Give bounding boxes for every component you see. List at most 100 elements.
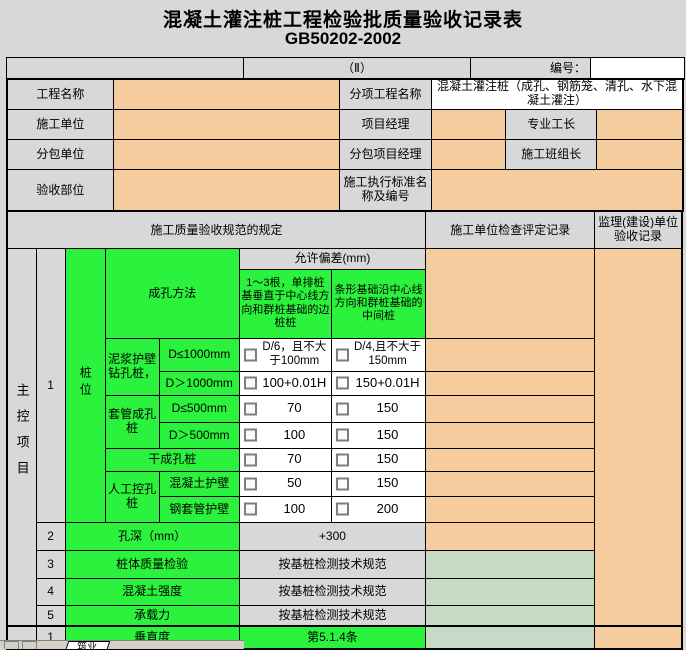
volume-label: （Ⅱ） bbox=[243, 57, 471, 80]
supervisor-record-cell[interactable] bbox=[594, 625, 683, 650]
row-number-1: 1 bbox=[35, 247, 66, 523]
tolerance-value-cell[interactable]: 70 bbox=[238, 447, 332, 472]
contractor-record-cell[interactable] bbox=[425, 337, 596, 372]
checkbox-icon[interactable] bbox=[335, 428, 349, 442]
tolerance-col2-header: 条形基础沿中心线方向和群桩基础的中间桩 bbox=[330, 268, 427, 339]
subproject-name-label: 分项工程名称 bbox=[338, 78, 433, 110]
sheet-nav-button[interactable] bbox=[22, 641, 37, 649]
sub-d-gt-500-label: D＞500mm bbox=[158, 421, 240, 449]
verticality-value: 第5.1.4条 bbox=[238, 625, 427, 650]
tolerance-value-cell[interactable]: 100 bbox=[238, 495, 332, 523]
spec-table: 施工质量验收规范的规定 施工单位检查评定记录 监理(建设)单位验收记录 主控项目… bbox=[6, 210, 683, 650]
hole-depth-value: +300 bbox=[238, 521, 427, 551]
tolerance-value-cell[interactable]: 70 bbox=[238, 394, 332, 423]
standard-code: GB50202-2002 bbox=[284, 29, 402, 48]
contractor-record-cell[interactable] bbox=[425, 394, 596, 423]
tolerance-value-cell[interactable]: 150+0.01H bbox=[330, 370, 427, 396]
tolerance-value-cell[interactable]: 100 bbox=[238, 421, 332, 449]
tolerance-value-cell[interactable]: D/6，且不大于100mm bbox=[238, 337, 332, 372]
execution-standard-label: 施工执行标准名称及编号 bbox=[338, 168, 433, 212]
contractor-record-cell[interactable] bbox=[425, 447, 596, 472]
project-manager-input[interactable] bbox=[431, 108, 507, 140]
category-dry-hole-pile-label: 干成孔桩 bbox=[104, 447, 240, 472]
checkbox-icon[interactable] bbox=[243, 428, 257, 442]
construction-unit-label: 施工单位 bbox=[6, 108, 114, 140]
spec-header-contractor: 施工单位检查评定记录 bbox=[425, 210, 596, 249]
serial-number-input[interactable] bbox=[590, 57, 685, 80]
sub-d-le-1000-label: D≤1000mm bbox=[158, 337, 240, 372]
contractor-record-cell[interactable] bbox=[425, 549, 596, 579]
checkbox-icon[interactable] bbox=[335, 477, 349, 490]
contractor-record-cell[interactable] bbox=[425, 495, 596, 523]
checkbox-icon[interactable] bbox=[243, 453, 257, 466]
row-number-5: 5 bbox=[35, 604, 66, 627]
tolerance-value-cell[interactable]: 150 bbox=[330, 421, 427, 449]
contractor-record-cell[interactable] bbox=[425, 521, 596, 551]
meta-row: （Ⅱ） 编号： bbox=[6, 57, 685, 80]
contractor-record-cell[interactable] bbox=[425, 577, 596, 606]
subcontract-manager-input[interactable] bbox=[431, 138, 507, 170]
acceptance-part-label: 验收部位 bbox=[6, 168, 114, 212]
pile-position-label: 桩位 bbox=[64, 247, 106, 523]
execution-standard-input[interactable] bbox=[431, 168, 684, 212]
contractor-record-cell[interactable] bbox=[425, 470, 596, 497]
checkbox-icon[interactable] bbox=[335, 348, 349, 361]
tolerance-value-cell[interactable]: 50 bbox=[238, 470, 332, 497]
sheet-nav-button[interactable] bbox=[4, 641, 19, 649]
checkbox-icon[interactable] bbox=[243, 376, 257, 390]
contractor-record-cell[interactable] bbox=[425, 604, 596, 627]
tolerance-value-cell[interactable]: D/4,且不大于150mm bbox=[330, 337, 427, 372]
row-number-4: 4 bbox=[35, 577, 66, 606]
hole-method-header: 成孔方法 bbox=[104, 247, 240, 339]
tolerance-value-cell[interactable]: 200 bbox=[330, 495, 427, 523]
tolerance-header: 允许偏差(mm) bbox=[238, 247, 427, 270]
pile-quality-check-value: 按基桩检测技术规范 bbox=[238, 549, 427, 579]
professional-foreman-input[interactable] bbox=[596, 108, 684, 140]
project-name-label: 工程名称 bbox=[6, 78, 114, 110]
project-name-input[interactable] bbox=[112, 78, 340, 110]
row-number-2: 2 bbox=[35, 521, 66, 551]
tolerance-value-cell[interactable]: 150 bbox=[330, 447, 427, 472]
meta-blank-cell bbox=[6, 57, 244, 80]
bearing-capacity-label: 承载力 bbox=[64, 604, 240, 627]
checkbox-icon[interactable] bbox=[335, 376, 349, 390]
contractor-record-cell[interactable] bbox=[425, 370, 596, 396]
sub-concrete-wall-label: 混凝土护壁 bbox=[158, 470, 240, 497]
crew-leader-input[interactable] bbox=[596, 138, 684, 170]
sub-d-le-500-label: D≤500mm bbox=[158, 394, 240, 423]
sheet-tab-bar: 筑业 bbox=[0, 640, 244, 649]
acceptance-part-input[interactable] bbox=[112, 168, 340, 212]
contractor-record-cell[interactable] bbox=[425, 421, 596, 449]
checkbox-icon[interactable] bbox=[335, 402, 349, 415]
category-bored-pile-label: 泥浆护壁钻孔桩， bbox=[104, 337, 160, 396]
category-manual-hole-pile-label: 人工控孔桩 bbox=[104, 470, 160, 523]
tolerance-value-cell[interactable]: 100+0.01H bbox=[238, 370, 332, 396]
spec-header-left: 施工质量验收规范的规定 bbox=[6, 210, 427, 249]
form-title: 混凝土灌注桩工程检验批质量验收记录表 bbox=[162, 10, 523, 31]
checkbox-icon[interactable] bbox=[243, 502, 257, 516]
checkbox-icon[interactable] bbox=[243, 477, 257, 490]
professional-foreman-label: 专业工长 bbox=[505, 108, 598, 140]
construction-unit-input[interactable] bbox=[112, 108, 340, 140]
subcontract-unit-label: 分包单位 bbox=[6, 138, 114, 170]
info-table: 工程名称 分项工程名称 混凝土灌注桩（成孔、钢筋笼、清孔、水下混凝土灌注） 施工… bbox=[6, 78, 684, 212]
contractor-record-cell[interactable] bbox=[425, 247, 596, 339]
checkbox-icon[interactable] bbox=[243, 402, 257, 415]
concrete-strength-label: 混凝土强度 bbox=[64, 577, 240, 606]
checkbox-icon[interactable] bbox=[335, 502, 349, 516]
spec-header-supervisor: 监理(建设)单位验收记录 bbox=[594, 210, 683, 249]
tolerance-value-cell[interactable]: 150 bbox=[330, 394, 427, 423]
subcontract-unit-input[interactable] bbox=[112, 138, 340, 170]
tolerance-value-cell[interactable]: 150 bbox=[330, 470, 427, 497]
tolerance-col1-header: 1～3根，单排桩基垂直于中心线方向和群桩基础的边桩桩 bbox=[238, 268, 332, 339]
serial-number-label: 编号： bbox=[470, 57, 591, 80]
category-casing-pile-label: 套管成孔桩 bbox=[104, 394, 160, 449]
subproject-name-value[interactable]: 混凝土灌注桩（成孔、钢筋笼、清孔、水下混凝土灌注） bbox=[431, 78, 684, 110]
contractor-record-cell[interactable] bbox=[425, 625, 596, 650]
section-main-control: 主控项目 bbox=[6, 247, 37, 627]
checkbox-icon[interactable] bbox=[243, 348, 257, 361]
hole-depth-label: 孔深（mm） bbox=[64, 521, 240, 551]
row-number-3: 3 bbox=[35, 549, 66, 579]
supervisor-record-cell[interactable] bbox=[594, 247, 683, 627]
checkbox-icon[interactable] bbox=[335, 453, 349, 466]
